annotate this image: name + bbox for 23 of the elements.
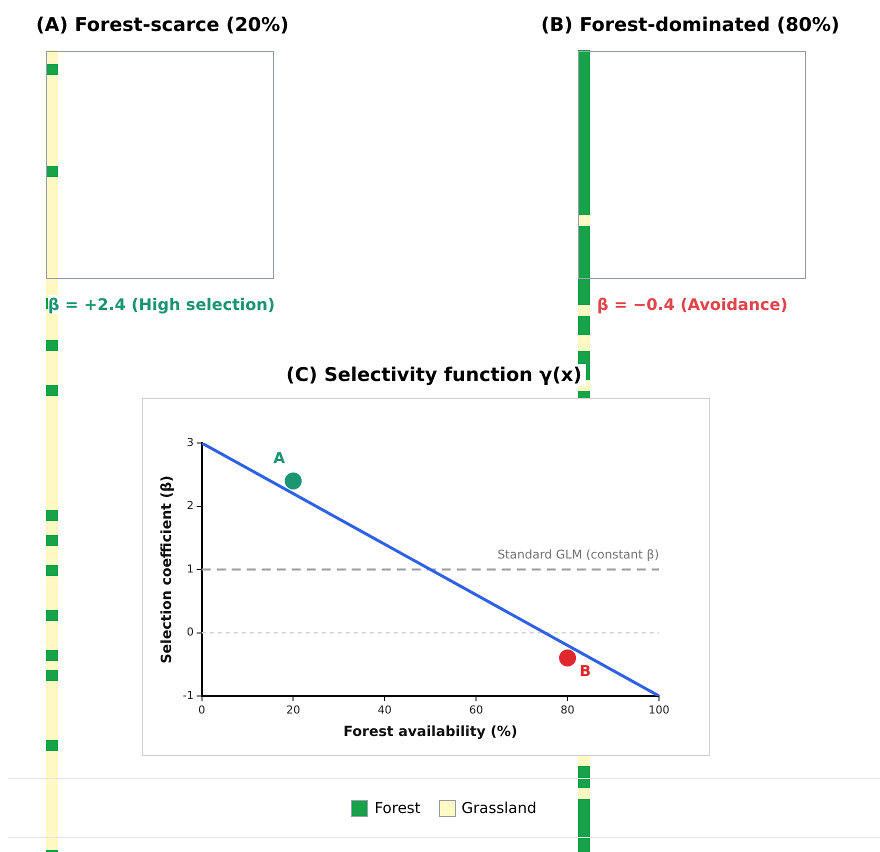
ref-line-label: Standard GLM (constant β) [497,548,659,562]
x-axis-title: Forest availability (%) [343,724,518,740]
y-tick-label: 2 [186,499,194,512]
legend-label: Forest [374,799,421,817]
series-label: B [580,662,591,680]
y-tick-label: 3 [186,436,194,449]
chart-title: (C) Selectivity function γ(x) [282,364,586,386]
legend-label: Grassland [462,799,537,817]
x-tick-label: 20 [286,703,300,716]
x-tick-label: 60 [469,703,484,716]
y-tick-label: 0 [186,626,194,639]
y-tick-label: 1 [186,562,194,576]
y-tick-label: -1 [182,688,194,702]
x-tick-label: 0 [198,703,206,716]
text: β = −0.4 (Avoidance) [597,295,788,314]
text: β = +2.4 (High selection) [48,295,275,314]
x-tick-label: 100 [648,703,670,716]
text: (B) Forest-dominated (80%) [541,14,840,36]
text: (A) Forest-scarce (20%) [36,14,289,36]
series-label: A [273,448,286,467]
y-axis-title: Selection coefficient (β) [159,475,176,664]
x-tick-label: 80 [560,703,575,716]
x-tick-label: 40 [378,703,392,716]
